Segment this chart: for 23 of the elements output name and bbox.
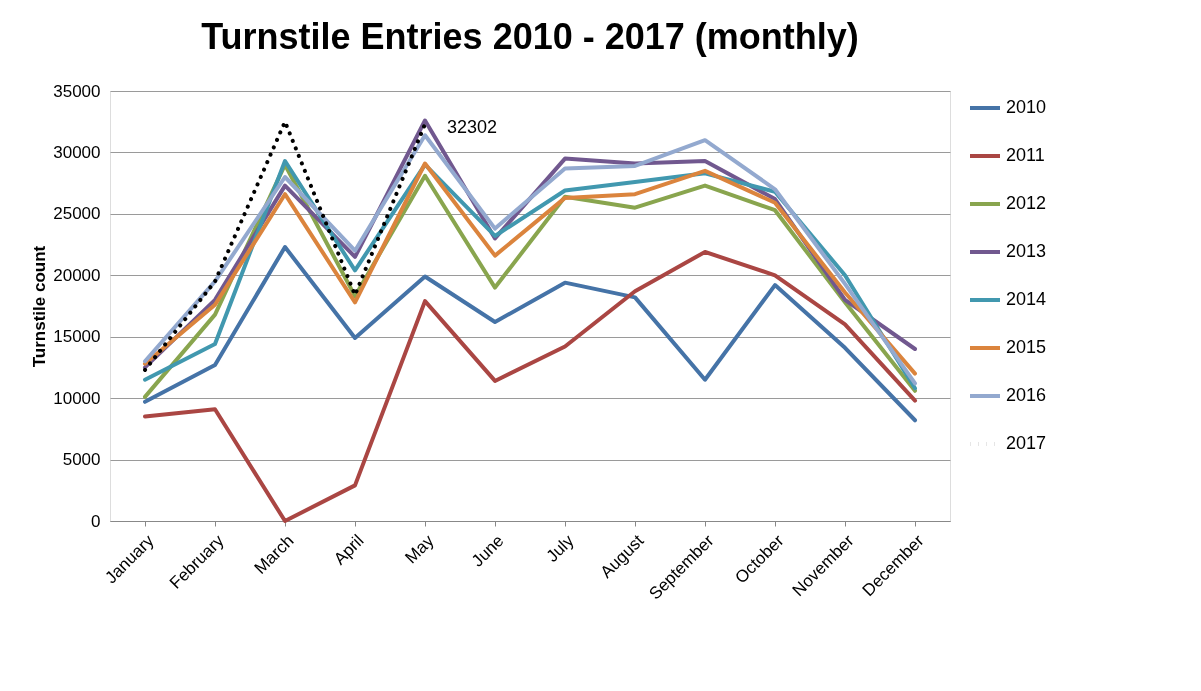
y-tick-label: 30000	[53, 142, 101, 162]
line-series	[143, 245, 917, 423]
y-tick-label: 35000	[53, 81, 101, 101]
legend-label: 2016	[1006, 385, 1047, 405]
legend-label: 2013	[1006, 241, 1047, 261]
y-tick-label: 15000	[53, 327, 101, 347]
legend-label: 2011	[1006, 145, 1045, 165]
y-tick-label: 25000	[53, 204, 101, 224]
legend-label: 2012	[1006, 193, 1047, 213]
y-tick-label: 5000	[62, 450, 101, 470]
legend-label: 2014	[1006, 289, 1047, 309]
y-tick-label: 20000	[53, 265, 101, 285]
x-tick-label: July	[542, 530, 578, 566]
y-tick-label: 10000	[53, 388, 101, 408]
x-tick-label: May	[401, 530, 438, 568]
y-axis-title: Turnstile count	[30, 245, 50, 368]
legend-label: 2010	[1006, 97, 1047, 117]
chart-title: Turnstile Entries 2010 - 2017 (monthly)	[201, 16, 859, 57]
legend-label: 2015	[1006, 337, 1047, 357]
annotation: 32302	[447, 117, 498, 138]
line-series	[143, 249, 917, 523]
legend-label: 2017	[1006, 433, 1047, 453]
y-tick-label: 0	[91, 511, 101, 531]
